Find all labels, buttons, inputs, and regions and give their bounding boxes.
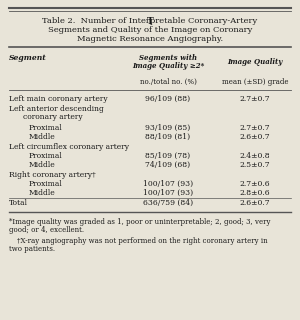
Text: Image Quality: Image Quality bbox=[227, 58, 283, 66]
Text: †X-ray angiography was not performed on the right coronary artery in: †X-ray angiography was not performed on … bbox=[17, 237, 268, 245]
Text: 2.7±0.7: 2.7±0.7 bbox=[240, 95, 270, 103]
Text: 100/107 (93): 100/107 (93) bbox=[143, 180, 193, 188]
Text: T: T bbox=[147, 17, 153, 26]
Text: Left main coronary artery: Left main coronary artery bbox=[9, 95, 108, 103]
Text: 96/109 (88): 96/109 (88) bbox=[146, 95, 190, 103]
Text: Proximal: Proximal bbox=[29, 180, 63, 188]
Text: mean (±SD) grade: mean (±SD) grade bbox=[222, 78, 288, 86]
Text: 88/109 (81): 88/109 (81) bbox=[146, 133, 190, 141]
Text: 2.5±0.7: 2.5±0.7 bbox=[240, 161, 270, 169]
Text: 2.4±0.8: 2.4±0.8 bbox=[240, 152, 270, 160]
Text: 2.7±0.6: 2.7±0.6 bbox=[240, 180, 270, 188]
Text: Proximal: Proximal bbox=[29, 152, 63, 160]
Text: 2.6±0.7: 2.6±0.7 bbox=[240, 133, 270, 141]
Text: 2.6±0.7: 2.6±0.7 bbox=[240, 199, 270, 207]
Text: Right coronary artery†: Right coronary artery† bbox=[9, 171, 96, 179]
Text: Table 2.  Number of Interpretable Coronary-Artery: Table 2. Number of Interpretable Coronar… bbox=[42, 17, 258, 25]
Text: 2.7±0.7: 2.7±0.7 bbox=[240, 124, 270, 132]
Text: Segment: Segment bbox=[9, 54, 47, 62]
Text: Middle: Middle bbox=[29, 133, 56, 141]
Text: Segments with: Segments with bbox=[139, 54, 197, 62]
Text: Middle: Middle bbox=[29, 189, 56, 197]
Text: 636/759 (84): 636/759 (84) bbox=[143, 199, 193, 207]
Text: Middle: Middle bbox=[29, 161, 56, 169]
Text: Image Quality ≥2*: Image Quality ≥2* bbox=[132, 62, 204, 70]
Text: good; or 4, excellent.: good; or 4, excellent. bbox=[9, 226, 84, 234]
Text: 74/109 (68): 74/109 (68) bbox=[146, 161, 190, 169]
Text: 93/109 (85): 93/109 (85) bbox=[146, 124, 190, 132]
Text: Left anterior descending: Left anterior descending bbox=[9, 105, 104, 113]
Text: Magnetic Resonance Angiography.: Magnetic Resonance Angiography. bbox=[77, 35, 223, 43]
Text: Total: Total bbox=[9, 199, 28, 207]
Text: Left circumflex coronary artery: Left circumflex coronary artery bbox=[9, 143, 129, 151]
Text: no./total no. (%): no./total no. (%) bbox=[140, 78, 196, 86]
Text: 2.8±0.6: 2.8±0.6 bbox=[240, 189, 270, 197]
Text: 85/109 (78): 85/109 (78) bbox=[146, 152, 190, 160]
Text: Segments and Quality of the Image on Coronary: Segments and Quality of the Image on Cor… bbox=[48, 26, 252, 34]
Text: 100/107 (93): 100/107 (93) bbox=[143, 189, 193, 197]
Text: two patients.: two patients. bbox=[9, 245, 55, 253]
Text: coronary artery: coronary artery bbox=[23, 113, 82, 121]
Text: Proximal: Proximal bbox=[29, 124, 63, 132]
Text: *Image quality was graded as 1, poor or uninterpretable; 2, good; 3, very: *Image quality was graded as 1, poor or … bbox=[9, 218, 271, 226]
